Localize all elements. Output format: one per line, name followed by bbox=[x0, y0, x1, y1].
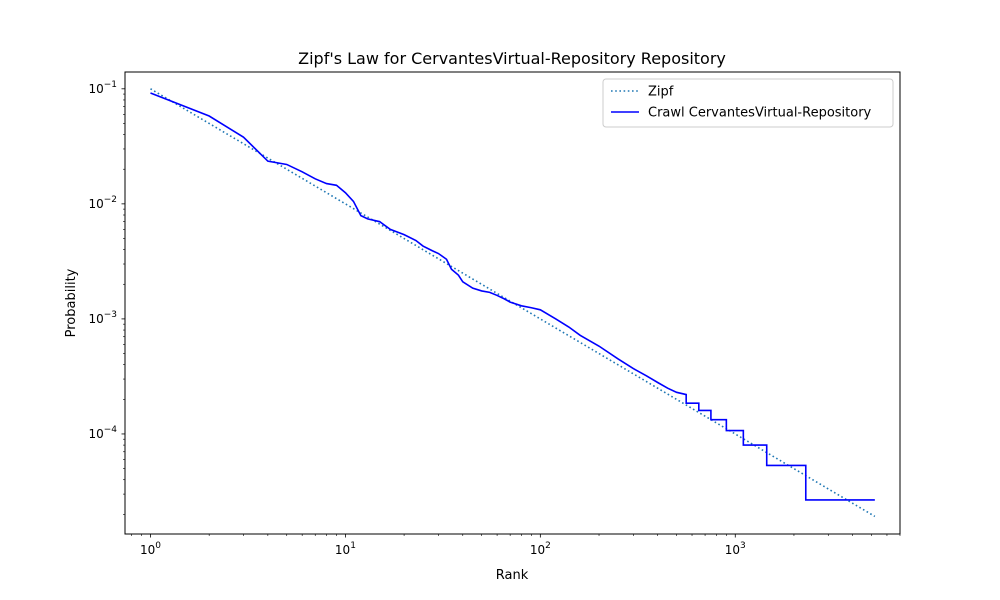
y-tick-label: 10−2 bbox=[88, 195, 117, 211]
series-line-crawl bbox=[150, 92, 875, 501]
x-tick-label: 102 bbox=[530, 541, 551, 557]
x-tick-label: 100 bbox=[140, 541, 161, 557]
x-axis-title: Rank bbox=[496, 568, 529, 583]
legend-label: Zipf bbox=[648, 85, 674, 100]
y-tick-label: 10−1 bbox=[88, 80, 117, 96]
legend-label: Crawl CervantesVirtual-Repository bbox=[648, 106, 872, 121]
y-axis: 10−1 10−2 10−3 10−4 bbox=[88, 80, 125, 515]
y-axis-title: Probability bbox=[64, 268, 79, 337]
y-tick-label: 10−4 bbox=[88, 425, 117, 441]
x-tick-label: 101 bbox=[335, 541, 356, 557]
x-axis: 100 101 102 103 bbox=[131, 534, 901, 557]
x-tick-label: 103 bbox=[725, 541, 746, 557]
plot-area bbox=[150, 88, 876, 518]
plot-frame bbox=[124, 71, 901, 535]
chart-title: Zipf's Law for CervantesVirtual-Reposito… bbox=[298, 49, 726, 68]
legend-box bbox=[602, 78, 894, 128]
y-tick-label: 10−3 bbox=[88, 310, 117, 326]
legend: Zipf Crawl CervantesVirtual-Repository bbox=[602, 78, 894, 128]
